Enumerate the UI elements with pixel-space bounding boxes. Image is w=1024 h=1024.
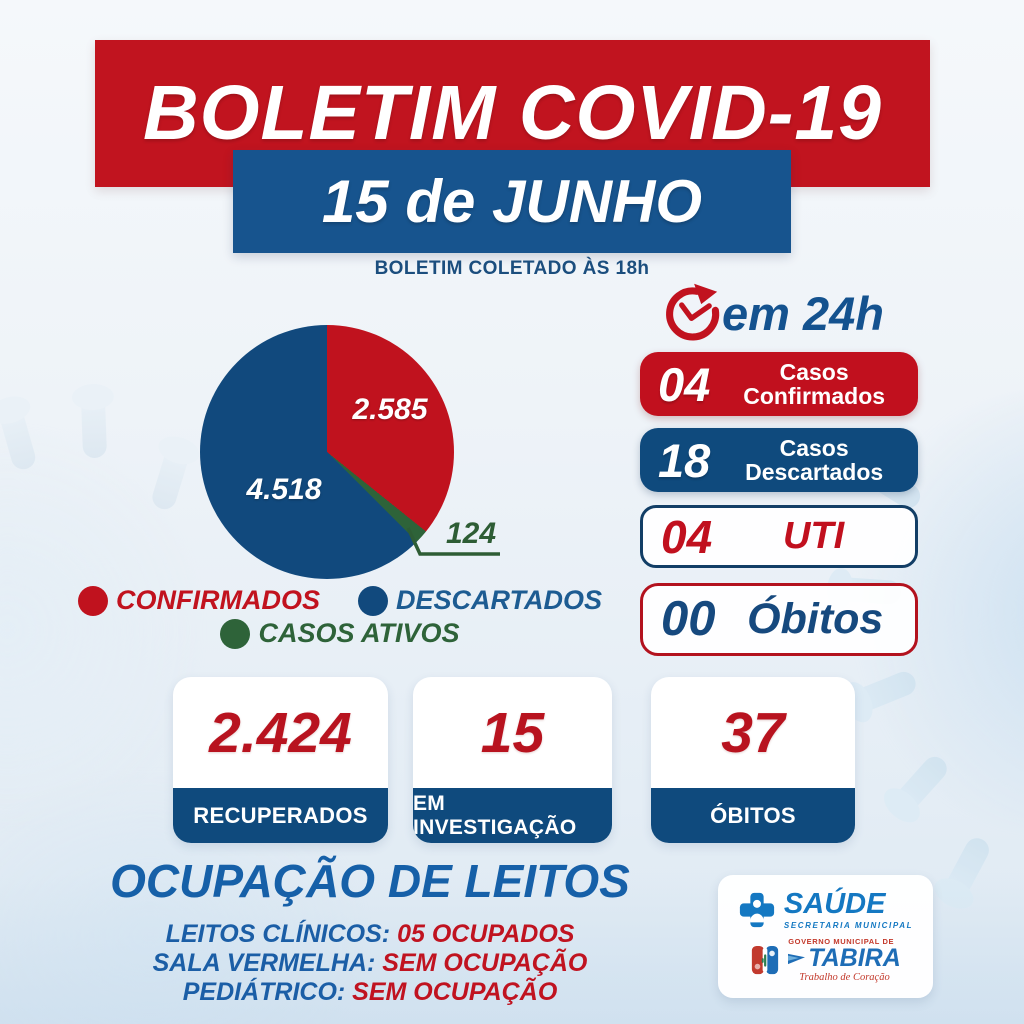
legend-item-casos-ativos: CASOS ATIVOS (220, 618, 460, 649)
virus-spike-icon (80, 395, 108, 459)
saude-logo-title: SAÚDE (783, 888, 886, 920)
tabira-logo-overline: GOVERNO MUNICIPAL DE (788, 937, 895, 946)
legend-label: DESCARTADOS (395, 585, 603, 615)
stat-box-casos-confirmados: 04 Casos Confirmados (640, 352, 918, 416)
footer-logo-card: SAÚDE SECRETARIA MUNICIPAL GOVERNO MUNIC… (718, 875, 933, 998)
stat-value: 00 (661, 592, 716, 646)
confirmados-dot-icon (77, 585, 108, 616)
occupancy-row: PEDIÁTRICO: SEM OCUPAÇÃO (182, 978, 558, 1006)
card-value: 37 (721, 700, 785, 765)
page-title: BOLETIM COVID-19 (142, 70, 882, 156)
stat-label: Casos Descartados (745, 434, 884, 485)
legend-item-confirmados: CONFIRMADOS (77, 585, 320, 616)
stat-label: UTI (782, 514, 845, 557)
tabira-logo-title: TABIRA (808, 944, 901, 972)
stat-box-obitos-24h: 00 Óbitos (640, 583, 918, 656)
pie-value-confirmados: 2.585 (352, 393, 428, 426)
card-value: 15 (480, 700, 545, 765)
bulletin-date: 15 de JUNHO (321, 168, 703, 235)
pie-value-casos-ativos: 124 (445, 517, 497, 550)
last-24h-label: em 24h (722, 286, 884, 340)
tabira-flag-icon (788, 953, 806, 964)
descartados-dot-icon (357, 585, 388, 616)
virus-spike-icon (149, 445, 191, 513)
date-banner: 15 de JUNHO (233, 150, 791, 253)
legend-label: CONFIRMADOS (115, 585, 320, 615)
stat-label: Casos Confirmados (743, 358, 886, 409)
pie-value-descartados: 4.518 (246, 473, 322, 506)
active-cases-callout-line (406, 527, 500, 556)
legend-item-descartados: DESCARTADOS (357, 585, 603, 616)
card-label: EM INVESTIGAÇÃO (413, 788, 612, 843)
casos-ativos-dot-icon (220, 618, 251, 649)
card-recuperados: 2.424 RECUPERADOS (173, 677, 388, 843)
card-em-investigacao: 15 EM INVESTIGAÇÃO (413, 677, 612, 843)
card-obitos: 37 ÓBITOS (651, 677, 855, 843)
legend-label: CASOS ATIVOS (258, 618, 460, 648)
collected-time-note: BOLETIM COLETADO ÀS 18h (374, 258, 650, 279)
tabira-crest-icon (752, 945, 779, 975)
occupancy-row: SALA VERMELHA: SEM OCUPAÇÃO (152, 949, 588, 977)
stat-value: 18 (658, 433, 711, 487)
pie-chart-area: 2.585 4.518 124 (200, 325, 500, 579)
stat-value: 04 (661, 510, 713, 563)
stat-value: 04 (658, 357, 711, 411)
stat-box-uti: 04 UTI (640, 505, 918, 568)
card-value: 2.424 (209, 700, 352, 765)
card-label: ÓBITOS (651, 788, 855, 843)
occupancy-row: LEITOS CLÍNICOS: 05 OCUPADOS (165, 920, 575, 948)
stat-label: Óbitos (747, 594, 884, 643)
occupancy-title: OCUPAÇÃO DE LEITOS (110, 855, 630, 907)
tabira-logo: GOVERNO MUNICIPAL DE TABIRA Trabalho de … (750, 937, 901, 983)
saude-logo: SAÚDE SECRETARIA MUNICIPAL (738, 890, 913, 930)
clock-24h-icon (666, 283, 720, 341)
saude-logo-subtitle: SECRETARIA MUNICIPAL (783, 921, 914, 930)
occupancy-list: LEITOS CLÍNICOS: 05 OCUPADOS SALA VERMEL… (40, 920, 700, 1007)
pie-legend: CONFIRMADOS DESCARTADOS CASOS ATIVOS (60, 584, 620, 650)
health-cross-icon (739, 892, 775, 928)
stat-box-casos-descartados: 18 Casos Descartados (640, 428, 918, 492)
tabira-logo-slogan: Trabalho de Coração (799, 972, 890, 983)
last-24h-heading: em 24h (664, 282, 884, 344)
card-label: RECUPERADOS (173, 788, 388, 843)
